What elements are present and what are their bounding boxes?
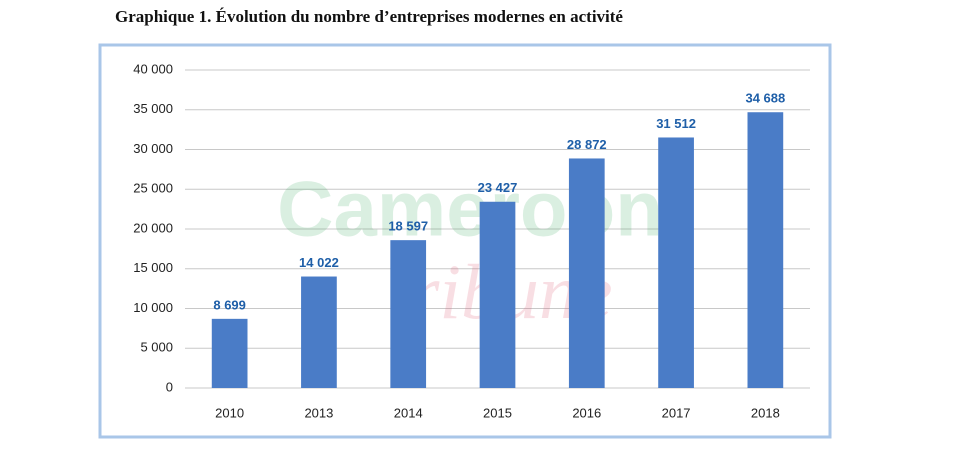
y-tick-label: 30 000 (133, 141, 173, 156)
chart-title: Graphique 1. Évolution du nombre d’entre… (115, 7, 623, 26)
x-tick-label: 2013 (304, 405, 333, 420)
bar (479, 201, 516, 388)
watermark: Cameroon (277, 165, 663, 253)
bar (747, 112, 784, 388)
y-tick-label: 20 000 (133, 220, 173, 235)
y-tick-label: 5 000 (140, 340, 173, 355)
data-label: 23 427 (478, 180, 518, 195)
x-tick-label: 2010 (215, 405, 244, 420)
bar (211, 318, 248, 388)
data-label: 28 872 (567, 137, 607, 152)
bar (301, 276, 337, 388)
data-label: 34 688 (745, 91, 785, 106)
x-tick-label: 2016 (572, 405, 601, 420)
y-tick-label: 10 000 (133, 300, 173, 315)
data-label: 8 699 (213, 297, 246, 312)
data-label: 18 597 (388, 219, 428, 234)
y-tick-label: 40 000 (133, 61, 173, 76)
data-label: 14 022 (299, 255, 339, 270)
x-tick-label: 2014 (394, 405, 423, 420)
x-tick-label: 2017 (662, 405, 691, 420)
bar (658, 137, 694, 388)
bar (568, 158, 605, 388)
y-tick-label: 35 000 (133, 101, 173, 116)
bar (390, 240, 427, 388)
data-label: 31 512 (656, 116, 696, 131)
y-tick-label: 25 000 (133, 181, 173, 196)
x-tick-label: 2015 (483, 405, 512, 420)
y-tick-label: 0 (166, 379, 173, 394)
x-tick-label: 2018 (751, 405, 780, 420)
y-tick-label: 15 000 (133, 260, 173, 275)
